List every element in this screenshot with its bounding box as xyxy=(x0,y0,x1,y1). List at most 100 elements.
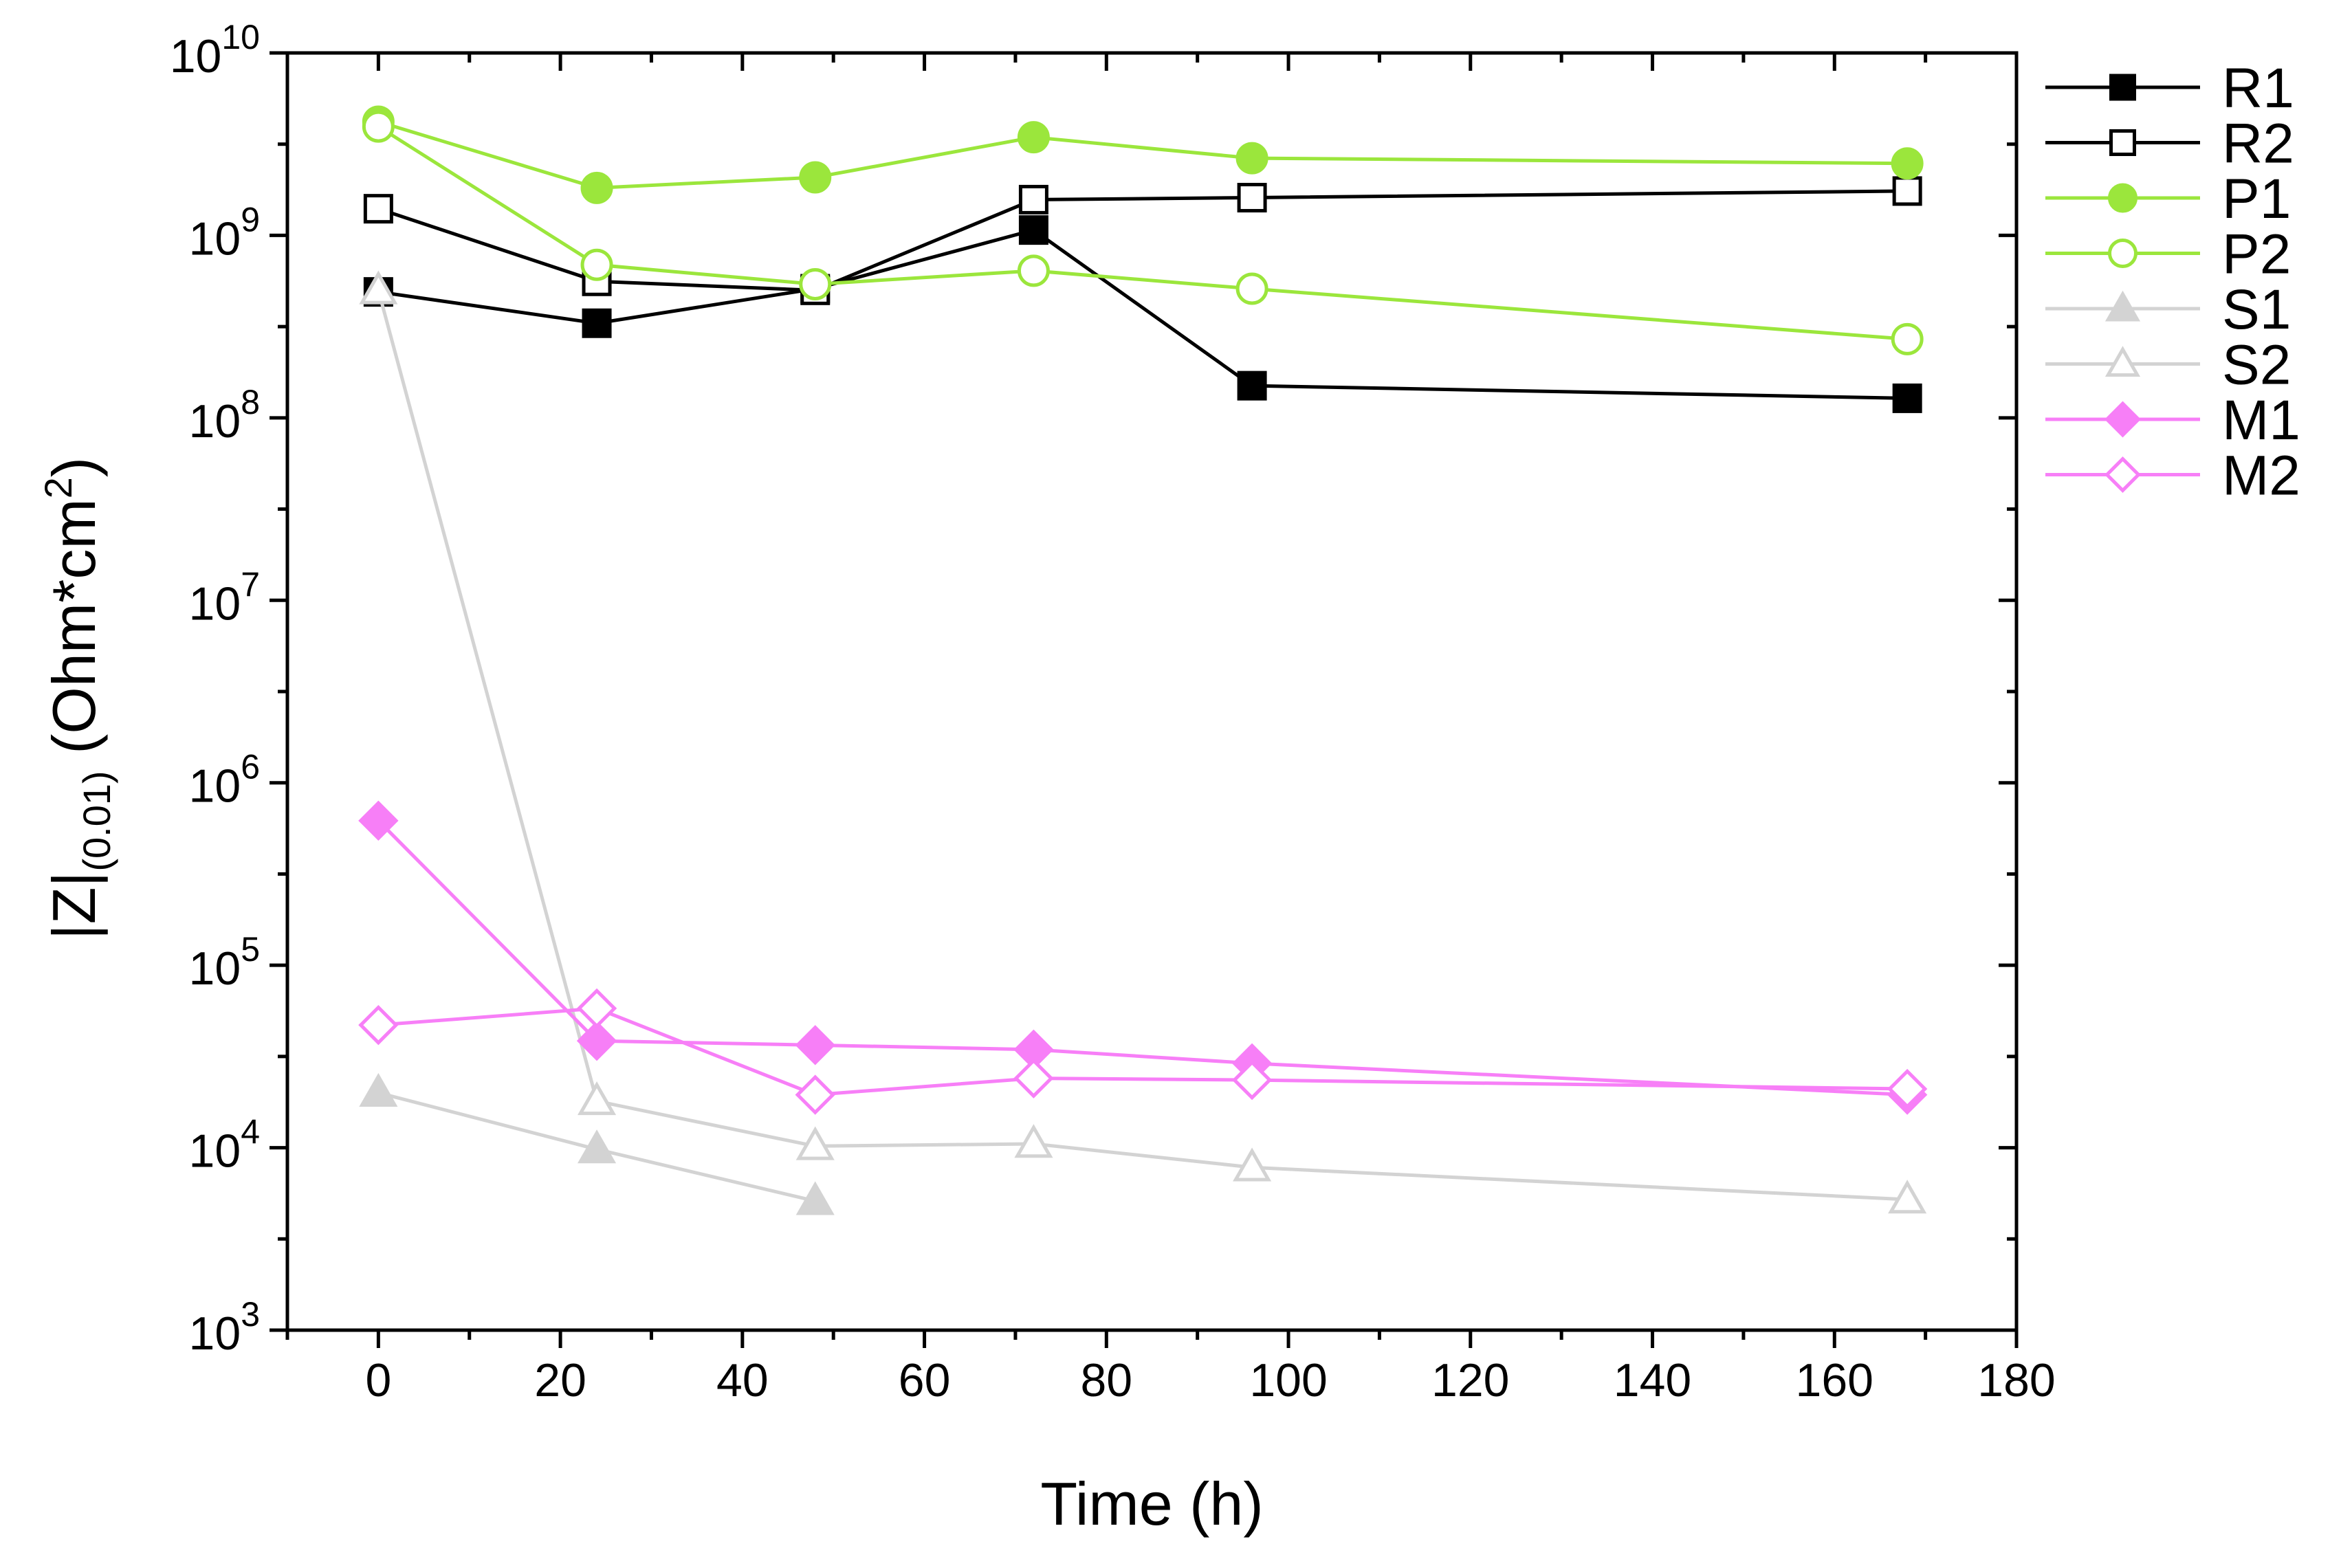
series-s2-point xyxy=(1014,1124,1053,1158)
series-p2-point xyxy=(1891,322,1924,355)
x-tick-label: 0 xyxy=(365,1354,391,1406)
x-tick-label: 140 xyxy=(1614,1354,1691,1406)
x-tick-label: 60 xyxy=(899,1354,951,1406)
series-s2 xyxy=(359,270,1927,1214)
series-s1-point xyxy=(577,1129,617,1164)
series-s2-line xyxy=(376,289,1908,1202)
series-layer xyxy=(358,105,1928,1215)
y-tick-label: 108 xyxy=(189,383,260,448)
legend-label-s1: S1 xyxy=(2222,278,2291,341)
legend-label-m1: M1 xyxy=(2222,389,2300,452)
x-tick-label: 180 xyxy=(1977,1354,2055,1406)
series-p2 xyxy=(362,110,1924,355)
series-r2-point xyxy=(1018,184,1048,214)
series-p1-point xyxy=(1235,142,1268,175)
y-tick-label: 107 xyxy=(189,565,260,630)
series-m1-point xyxy=(795,1025,835,1065)
series-r2-line xyxy=(377,189,1908,292)
series-s1 xyxy=(359,1072,835,1215)
legend-item-s1: S1 xyxy=(2045,278,2291,341)
y-tick-label: 109 xyxy=(189,200,260,265)
series-r1-point xyxy=(582,308,612,338)
y-tick-label: 103 xyxy=(189,1295,260,1360)
legend-item-m1: M1 xyxy=(2045,389,2300,452)
legend-marker-m2 xyxy=(2104,456,2141,493)
series-m2-point xyxy=(358,1004,399,1046)
series-s2-point xyxy=(1888,1180,1927,1214)
legend-label-p2: P2 xyxy=(2222,223,2291,286)
series-p2-point xyxy=(1235,272,1268,305)
series-s1-point xyxy=(359,1072,398,1107)
y-axis-title-subscript: (0.01) xyxy=(75,771,118,871)
series-m2-point xyxy=(1887,1068,1928,1109)
series-r1-point xyxy=(1018,215,1048,245)
legend-marker-p2 xyxy=(2108,239,2137,268)
series-p1-point xyxy=(580,171,613,204)
series-p2-line xyxy=(377,124,1908,341)
legend-item-r2: R2 xyxy=(2045,113,2294,175)
y-axis: 103 104 105 106 107 108 109 1010 xyxy=(170,18,2016,1360)
y-axis-title-superscript: 2 xyxy=(36,477,80,498)
series-s2-point xyxy=(795,1126,835,1160)
legend-item-p1: P1 xyxy=(2045,168,2291,230)
legend-item-m2: M2 xyxy=(2045,445,2300,507)
series-m1-point xyxy=(358,800,399,841)
legend-label-r1: R1 xyxy=(2222,57,2294,120)
series-m2-line xyxy=(378,1006,1908,1097)
legend-marker-s1 xyxy=(2104,290,2141,322)
legend-marker-r1 xyxy=(2109,74,2136,101)
legend-marker-s2 xyxy=(2104,346,2141,377)
series-p2-point xyxy=(799,267,832,300)
series-m2 xyxy=(358,988,1928,1115)
series-m2-point xyxy=(1231,1059,1273,1101)
series-p2-point xyxy=(362,110,395,143)
series-p1-point xyxy=(1017,121,1050,154)
legend-label-r2: R2 xyxy=(2222,113,2294,175)
y-axis-title: |Z|(0.01) (Ohm*cm2) xyxy=(36,457,118,940)
series-p1-point xyxy=(799,161,832,194)
legend-item-p2: P2 xyxy=(2045,223,2291,286)
series-p1-line xyxy=(377,120,1908,190)
y-axis-title-symbol: |Z| xyxy=(40,872,108,940)
x-axis-title: Time (h) xyxy=(1040,1470,1263,1538)
series-s2-point xyxy=(577,1081,617,1116)
y-axis-title-close: ) xyxy=(40,457,108,477)
x-tick-label: 40 xyxy=(716,1354,769,1406)
y-tick-label: 1010 xyxy=(170,18,260,82)
series-s2-point xyxy=(1233,1147,1272,1182)
series-m1-line xyxy=(377,819,1908,1097)
x-tick-label: 160 xyxy=(1796,1354,1873,1406)
series-p1-point xyxy=(1891,147,1924,180)
series-p2-point xyxy=(1017,254,1050,287)
series-m2-point xyxy=(1013,1058,1054,1098)
series-s2-point xyxy=(359,270,398,305)
series-r1-point xyxy=(1237,371,1267,401)
series-p2-point xyxy=(580,248,613,281)
legend-label-s2: S2 xyxy=(2222,334,2291,397)
series-m1-point xyxy=(576,1020,617,1061)
x-tick-label: 20 xyxy=(534,1354,586,1406)
y-tick-label: 104 xyxy=(189,1113,260,1178)
series-r2-point xyxy=(1892,176,1922,206)
y-tick-label: 106 xyxy=(189,748,260,813)
legend-marker-r2 xyxy=(2109,129,2136,156)
series-m2-point xyxy=(576,988,617,1029)
series-r1-point xyxy=(1892,383,1922,413)
x-tick-label: 100 xyxy=(1249,1354,1327,1406)
x-tick-label: 120 xyxy=(1431,1354,1509,1406)
legend-label-p1: P1 xyxy=(2222,168,2291,230)
series-r2-point xyxy=(1237,183,1267,213)
legend-item-r1: R1 xyxy=(2045,57,2294,120)
series-m2-point xyxy=(795,1074,835,1115)
legend-label-m2: M2 xyxy=(2222,445,2300,507)
series-r2-point xyxy=(363,194,393,224)
y-axis-title-unit: (Ohm*cm xyxy=(40,498,108,771)
y-tick-label: 105 xyxy=(189,930,260,995)
series-r1-line xyxy=(378,228,1908,400)
x-axis: 0 20 40 60 80 100 120 140 160 180 xyxy=(285,53,2056,1406)
x-tick-label: 80 xyxy=(1080,1354,1132,1406)
legend-marker-p1 xyxy=(2108,183,2137,213)
